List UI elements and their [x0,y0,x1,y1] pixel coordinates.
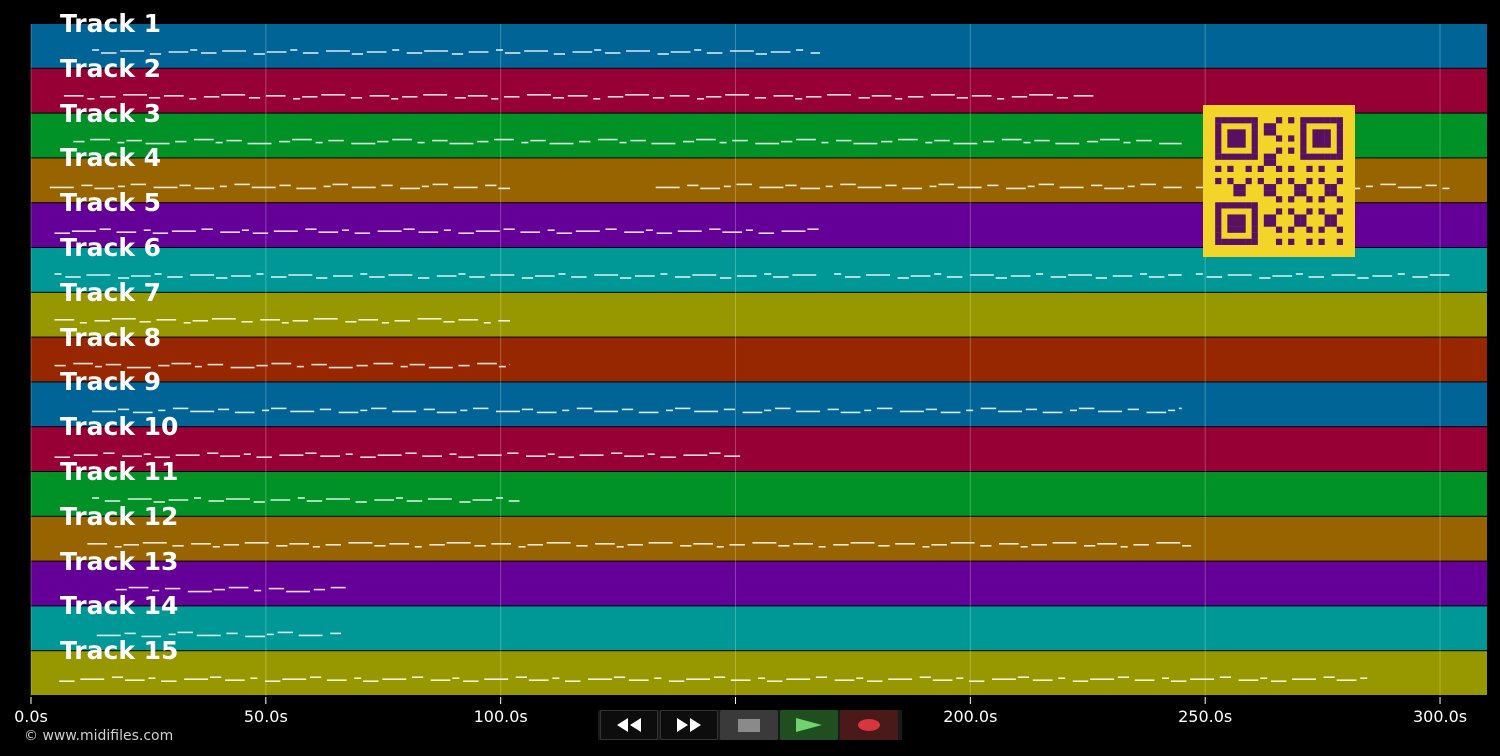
track-lane [31,337,1487,382]
track-lane [31,651,1487,695]
track-label: Track 1 [60,9,162,38]
track-label: Track 8 [60,322,162,352]
time-tick-label: 0.0s [14,707,48,726]
track-lane [31,516,1487,561]
track-label: Track 9 [60,367,162,397]
rewind-button[interactable] [600,710,658,740]
track-label: Track 4 [60,143,162,173]
track-label: Track 5 [60,188,162,218]
qr-code-image [1203,105,1355,257]
track-lane [31,292,1487,337]
stop-icon [738,718,760,732]
track-lane [31,472,1487,516]
track-lane [31,561,1487,606]
track-lane [31,382,1487,427]
track-label: Track 13 [60,546,179,576]
fast-forward-button[interactable] [660,710,718,740]
fast-forward-icon [677,718,701,732]
play-icon [796,718,822,732]
track-label: Track 10 [60,412,179,442]
time-tick-label: 200.0s [943,707,998,726]
track-lane [31,606,1487,651]
track-label: Track 7 [60,277,162,307]
rewind-icon [617,718,641,732]
time-tick-label: 250.0s [1178,707,1233,726]
record-icon [858,719,880,731]
track-label: Track 3 [60,98,162,128]
track-lane [31,427,1487,471]
time-tick-label: 300.0s [1412,707,1468,726]
stop-button[interactable] [720,710,778,740]
copyright-text: © www.midifiles.com [24,728,174,744]
track-label: Track 11 [60,457,179,486]
track-label: Track 6 [60,233,162,262]
track-lane [31,24,1487,68]
record-button[interactable] [840,710,898,740]
transport-controls [598,710,902,740]
qr-code [1203,105,1355,257]
play-button[interactable] [780,710,838,740]
track-label: Track 15 [60,636,179,666]
time-tick-label: 50.0s [243,707,288,726]
track-label: Track 2 [60,53,162,83]
track-label: Track 14 [60,591,179,621]
time-tick-label: 100.0s [473,707,528,726]
track-label: Track 12 [60,501,179,531]
